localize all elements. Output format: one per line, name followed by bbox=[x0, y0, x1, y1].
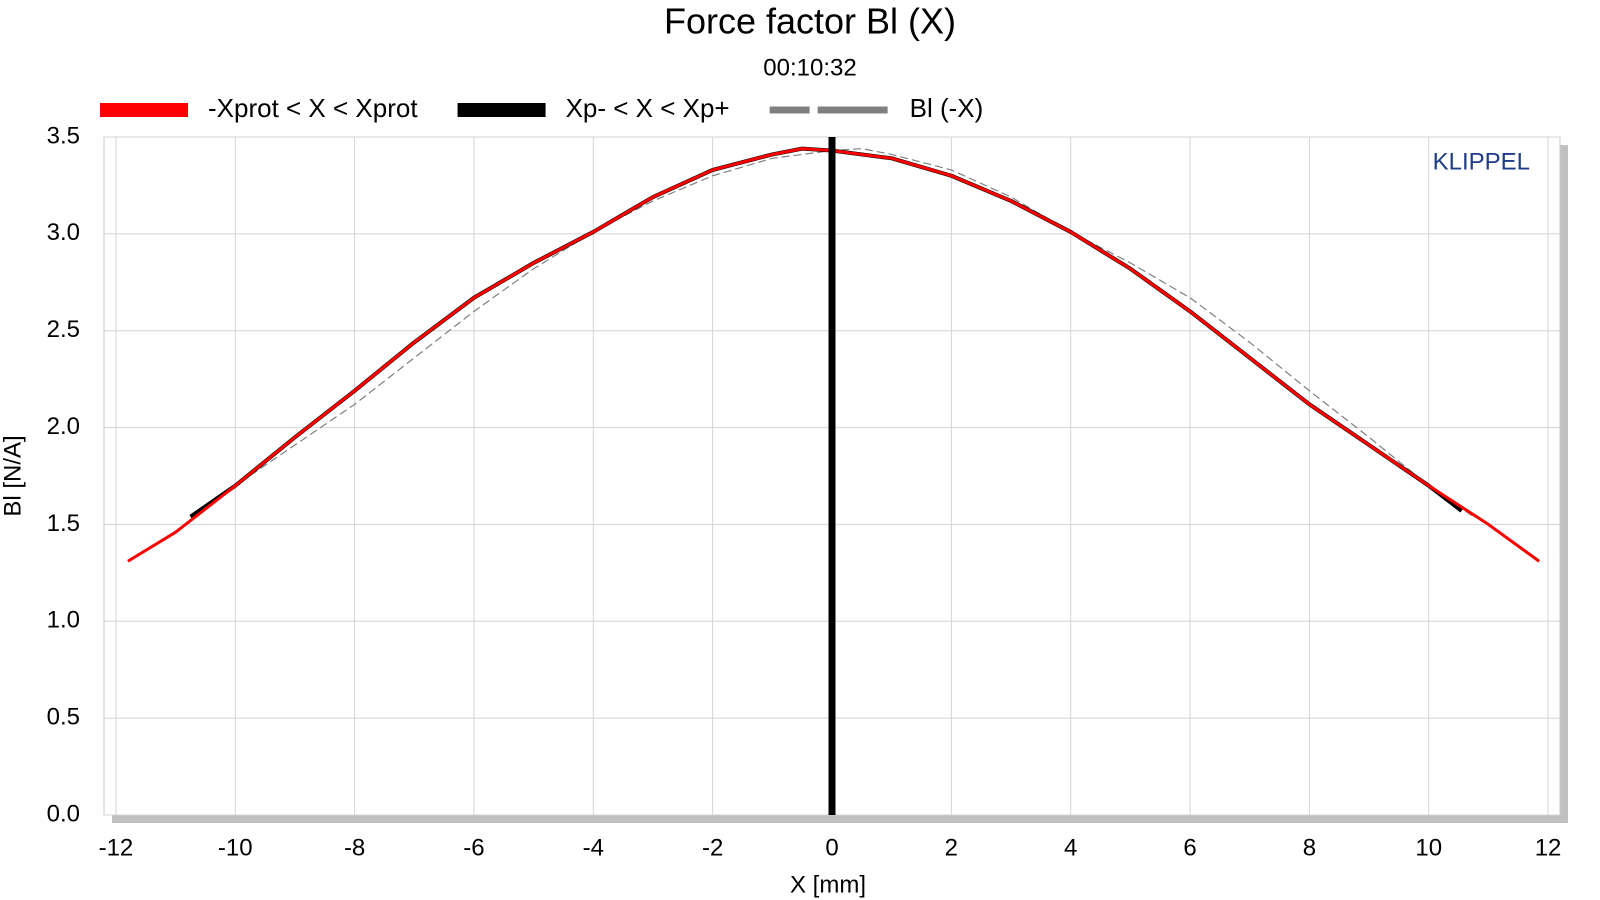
x-tick-label: 10 bbox=[1415, 834, 1442, 861]
x-tick-label: 12 bbox=[1535, 834, 1562, 861]
x-tick-label: 2 bbox=[945, 834, 958, 861]
x-tick-label: -4 bbox=[583, 834, 604, 861]
y-tick-label: 0.5 bbox=[47, 703, 80, 730]
y-tick-label: 1.5 bbox=[47, 510, 80, 537]
x-tick-label: 0 bbox=[825, 834, 838, 861]
x-tick-label: -6 bbox=[463, 834, 484, 861]
y-axis-label: Bl [N/A] bbox=[0, 435, 26, 516]
chart-title: Force factor Bl (X) bbox=[664, 1, 956, 42]
watermark: KLIPPEL bbox=[1433, 148, 1530, 175]
x-tick-label: -12 bbox=[99, 834, 134, 861]
legend-label: -Xprot < X < Xprot bbox=[208, 93, 418, 123]
legend-label: Xp- < X < Xp+ bbox=[566, 93, 730, 123]
y-tick-label: 2.0 bbox=[47, 413, 80, 440]
x-tick-label: -8 bbox=[344, 834, 365, 861]
x-axis-label: X [mm] bbox=[790, 871, 866, 898]
y-tick-label: 3.5 bbox=[47, 122, 80, 149]
series-line bbox=[202, 148, 1474, 518]
x-tick-label: -10 bbox=[218, 834, 253, 861]
y-tick-label: 3.0 bbox=[47, 219, 80, 246]
legend-label: Bl (-X) bbox=[910, 93, 984, 123]
x-tick-label: 8 bbox=[1303, 834, 1316, 861]
x-tick-label: 4 bbox=[1064, 834, 1077, 861]
series-line bbox=[127, 147, 1540, 563]
x-tick-label: 6 bbox=[1183, 834, 1196, 861]
y-tick-label: 2.5 bbox=[47, 316, 80, 343]
chart-subtitle: 00:10:32 bbox=[763, 54, 856, 81]
y-tick-label: 0.0 bbox=[47, 800, 80, 827]
x-tick-label: -2 bbox=[702, 834, 723, 861]
y-tick-label: 1.0 bbox=[47, 607, 80, 634]
